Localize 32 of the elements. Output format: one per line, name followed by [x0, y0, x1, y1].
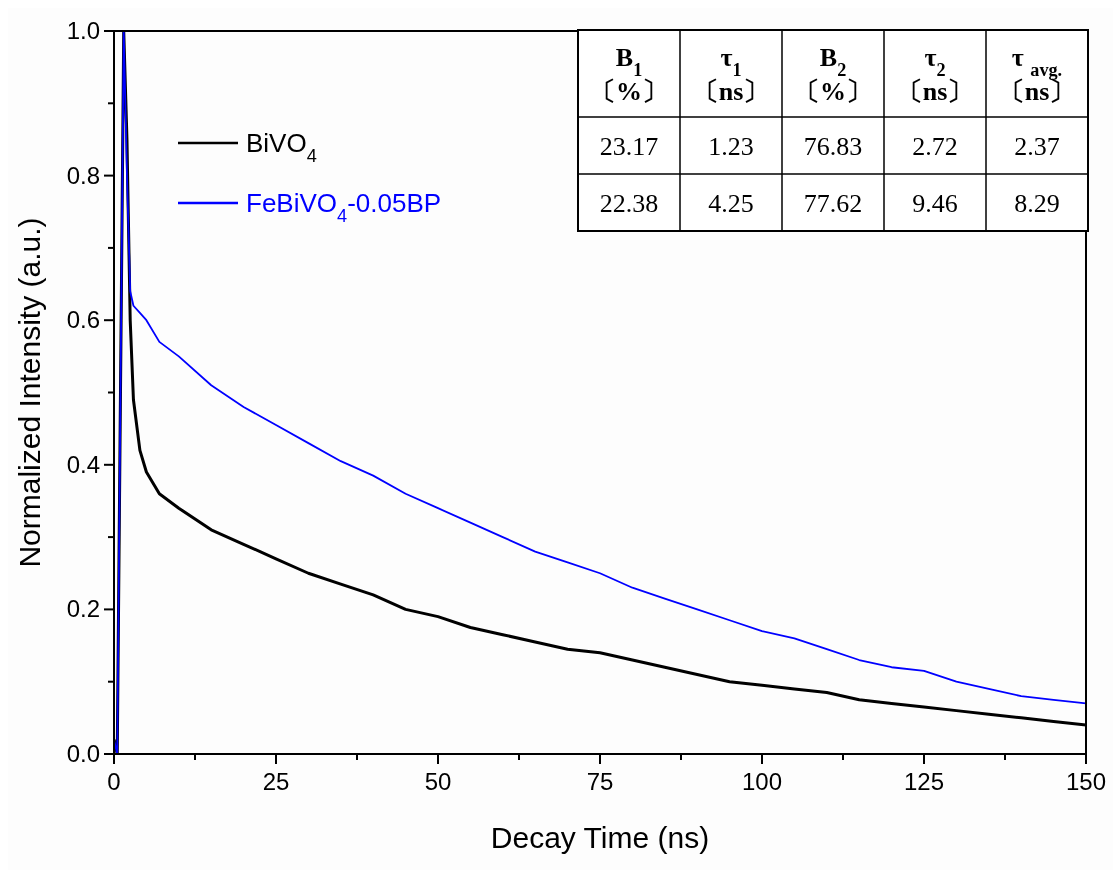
legend-label: FeBiVO$_{4}$-0.05BP — [246, 188, 442, 226]
y-axis-title: Normalized Intensity (a.u.) — [13, 217, 46, 568]
annotation: 8.29 — [1014, 189, 1060, 218]
x-tick-label: 125 — [903, 768, 945, 795]
annotation: τ $_{avg.}$ 〔ns〕 — [998, 43, 1076, 106]
annotation: 2.72 — [912, 132, 958, 161]
annotation: B$_{1}$ 〔%〕 — [590, 43, 668, 106]
x-tick-label: 100 — [741, 768, 783, 795]
x-axis-title: Decay Time (ns) — [490, 821, 710, 854]
annotation: τ$_{1}$ 〔ns〕 — [692, 43, 770, 106]
x-tick-label: 75 — [586, 768, 614, 795]
y-tick-label: 1.0 — [66, 17, 100, 44]
x-tick-label: 25 — [262, 768, 290, 795]
annotation: 23.17 — [599, 132, 659, 161]
y-tick-label: 0.8 — [66, 161, 100, 189]
y-tick-label: 0.4 — [66, 450, 100, 478]
annotation: 1.23 — [708, 132, 754, 161]
annotation: 4.25 — [708, 189, 754, 218]
y-tick-label: 0.6 — [66, 306, 100, 334]
annotation: τ$_{2}$ 〔ns〕 — [896, 43, 974, 106]
x-tick-label: 0 — [107, 768, 121, 795]
annotation: 22.38 — [599, 189, 659, 218]
x-tick-label: 50 — [424, 768, 452, 795]
y-tick-label: 0.0 — [66, 740, 100, 767]
annotation: B$_{2}$ 〔%〕 — [794, 43, 872, 106]
annotation: 9.46 — [912, 189, 958, 218]
legend-label: BiVO$_{4}$ — [246, 128, 317, 166]
x-tick-label: 150 — [1065, 768, 1107, 795]
annotation: 76.83 — [803, 132, 863, 161]
annotation: 77.62 — [803, 189, 863, 218]
annotation: 2.37 — [1014, 132, 1060, 161]
y-tick-label: 0.2 — [66, 595, 100, 623]
